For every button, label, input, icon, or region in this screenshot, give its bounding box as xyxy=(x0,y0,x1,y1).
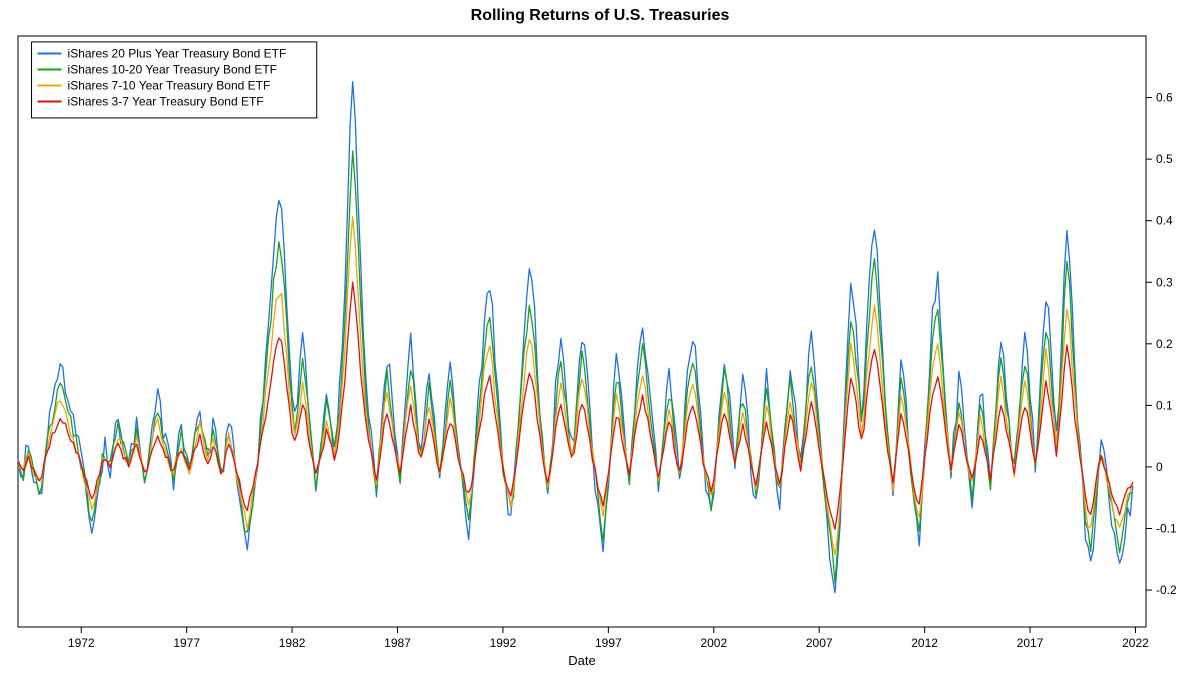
x-tick-label: 2017 xyxy=(1017,636,1044,650)
x-tick-label: 1987 xyxy=(384,636,411,650)
y-tick-label: -0.2 xyxy=(1156,583,1177,597)
y-tick-label: 0.6 xyxy=(1156,91,1173,105)
x-tick-label: 1972 xyxy=(68,636,95,650)
legend-label: iShares 7-10 Year Treasury Bond ETF xyxy=(68,79,271,93)
x-tick-label: 2012 xyxy=(911,636,938,650)
y-tick-label: -0.1 xyxy=(1156,522,1177,536)
legend-label: iShares 3-7 Year Treasury Bond ETF xyxy=(68,95,264,109)
x-tick-label: 2007 xyxy=(806,636,833,650)
x-tick-label: 1982 xyxy=(279,636,306,650)
y-tick-label: 0 xyxy=(1156,460,1163,474)
x-tick-label: 2022 xyxy=(1122,636,1149,650)
chart-title: Rolling Returns of U.S. Treasuries xyxy=(471,7,730,24)
y-tick-label: 0.1 xyxy=(1156,398,1173,412)
x-axis-label: Date xyxy=(568,653,595,668)
y-tick-label: 0.4 xyxy=(1156,214,1173,228)
chart-svg: Rolling Returns of U.S. Treasuries 1972 19… xyxy=(0,0,1200,675)
y-tick-label: 0.3 xyxy=(1156,275,1173,289)
y-tick-label: 0.2 xyxy=(1156,337,1173,351)
x-tick-label: 1997 xyxy=(595,636,622,650)
y-tick-label: 0.5 xyxy=(1156,152,1173,166)
x-tick-label: 2002 xyxy=(700,636,727,650)
x-tick-label: 1977 xyxy=(173,636,200,650)
chart-container: { "chart": { "type": "line", "width": 12… xyxy=(0,0,1200,675)
legend-label: iShares 10-20 Year Treasury Bond ETF xyxy=(68,63,277,77)
x-tick-label: 1992 xyxy=(490,636,517,650)
legend-label: iShares 20 Plus Year Treasury Bond ETF xyxy=(68,47,287,61)
